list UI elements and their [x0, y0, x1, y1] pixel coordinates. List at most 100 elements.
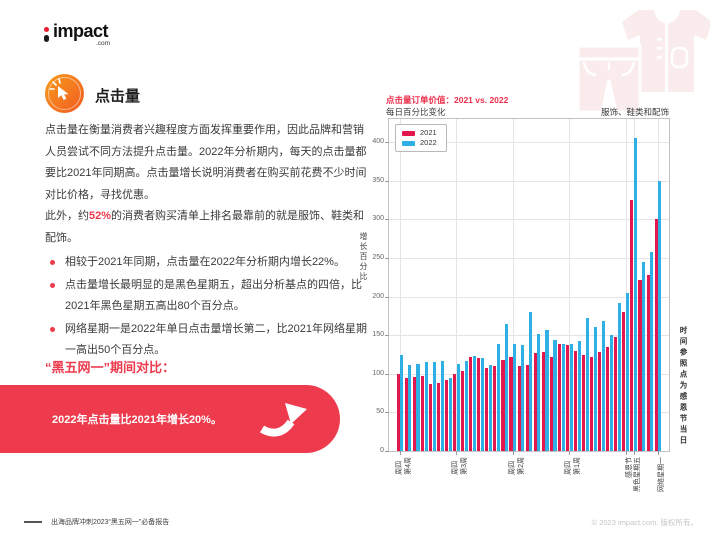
- bar-2021: [428, 383, 432, 451]
- legend-label: 2021: [420, 128, 437, 137]
- intro-paragraph-1: 点击量在衡量消费者兴趣程度方面发挥重要作用，因此品牌和营销人员尝试不同方法提升点…: [45, 124, 367, 201]
- comparison-heading: “黑五网一”期间对比：: [45, 360, 176, 375]
- bar-2021: [654, 219, 658, 451]
- x-gridline: [456, 119, 458, 451]
- bullet-dot-icon: [50, 283, 55, 288]
- bar-2022: [505, 323, 509, 451]
- bar-2022: [650, 251, 654, 451]
- legend-swatch: [402, 140, 415, 146]
- x-tick-mark: [569, 451, 571, 455]
- y-gridline: [389, 219, 669, 221]
- bar-2021: [501, 359, 505, 451]
- bar-2022: [456, 363, 460, 451]
- clothes-icon: [576, 10, 710, 114]
- logo-dots-icon: [44, 27, 49, 42]
- bar-2021: [404, 377, 408, 451]
- bar-2021: [453, 373, 457, 451]
- bar-2022: [601, 321, 605, 451]
- bar-2021: [606, 346, 610, 451]
- legend-entry: 2021: [402, 128, 437, 138]
- x-gridline: [400, 119, 402, 451]
- y-tick-label: 0: [380, 447, 384, 454]
- y-gridline: [389, 373, 669, 375]
- x-tick-label: 周四 第3周: [452, 457, 469, 475]
- bar-2022: [448, 377, 452, 451]
- bar-2022: [634, 138, 638, 451]
- y-tick-label: 350: [372, 176, 384, 184]
- x-tick-mark: [625, 451, 627, 455]
- x-gridline: [569, 119, 571, 451]
- chart-category-label: 服饰、鞋类和配饰: [600, 107, 669, 117]
- impact-logo: impact .com: [44, 21, 110, 47]
- bar-2022: [416, 363, 420, 451]
- x-tick-label: 周四 第1周: [565, 457, 582, 475]
- bar-2022: [488, 364, 493, 451]
- clicks-chart: 点击量订单价值：2021 vs. 2022 每日百分比变化 服饰、鞋类和配饰 增…: [356, 94, 704, 524]
- bar-2021: [549, 356, 553, 451]
- y-gridline: [389, 335, 669, 337]
- bar-2021: [469, 356, 473, 451]
- bar-2021: [598, 352, 602, 451]
- y-tick-label: 200: [372, 292, 384, 300]
- chart-right-caption: 时间参照点为感恩节当日: [679, 326, 688, 447]
- bar-2022: [626, 292, 630, 451]
- x-tick-label: 周四 第2周: [508, 457, 525, 475]
- legend-entry: 2022: [402, 138, 437, 148]
- bullet-item: 点击量增长最明显的是黑色星期五，超出分析基点的四倍，比2021年黑色星期五高出8…: [49, 275, 369, 317]
- y-tick-label: 300: [372, 215, 384, 223]
- y-tick-mark: [385, 412, 389, 414]
- bar-2022: [658, 180, 662, 451]
- y-gridline: [389, 180, 669, 182]
- bar-2021: [412, 376, 416, 451]
- bar-2021: [436, 383, 441, 451]
- bar-2021: [565, 345, 569, 451]
- bar-2021: [541, 352, 545, 451]
- bar-2022: [537, 333, 541, 451]
- footer-copyright: © 2023 impact.com. 版权所有。: [591, 518, 698, 527]
- bar-2022: [553, 339, 557, 451]
- y-gridline: [389, 412, 669, 414]
- x-tick-mark: [456, 451, 458, 455]
- cursor-click-icon: [45, 74, 84, 113]
- bar-2022: [513, 343, 517, 451]
- bar-2022: [569, 343, 573, 451]
- y-axis-label: 增长百分比: [359, 232, 368, 282]
- bar-2021: [630, 200, 634, 451]
- bar-2021: [622, 312, 626, 451]
- bar-2022: [529, 312, 533, 451]
- bar-2021: [573, 350, 578, 451]
- bar-2021: [509, 356, 513, 451]
- footer-report-title: 出海品牌冲刺2023“黑五网一”必备报告: [51, 519, 170, 526]
- clothing-watermark: [572, 0, 710, 117]
- logo-text: impact: [53, 21, 109, 41]
- y-tick-label: 100: [372, 369, 384, 377]
- bar-2022: [480, 357, 485, 451]
- y-tick-mark: [385, 142, 389, 144]
- bullet-dot-icon: [50, 260, 55, 265]
- y-tick-mark: [385, 180, 389, 182]
- bar-2021: [396, 373, 400, 451]
- x-tick-label: 周四 第4周: [396, 457, 413, 475]
- y-gridline: [389, 296, 669, 298]
- bar-2021: [517, 366, 521, 451]
- bar-2021: [582, 354, 586, 451]
- bar-2021: [590, 356, 594, 451]
- y-tick-label: 50: [376, 408, 384, 416]
- bullet-item: 相较于2021年同期，点击量在2022年分析期内增长22%。: [49, 252, 369, 273]
- banner-text: 2022年点击量比2021年增长20%。: [52, 414, 222, 426]
- y-tick-mark: [385, 373, 389, 375]
- bar-2021: [461, 371, 465, 451]
- bar-2021: [638, 279, 642, 451]
- bar-2022: [561, 343, 565, 451]
- bar-2022: [400, 354, 404, 451]
- chart-subtitle: 每日百分比变化: [386, 107, 446, 117]
- bar-2022: [424, 362, 428, 451]
- chart-title: 点击量订单价值：2021 vs. 2022: [386, 95, 509, 105]
- x-tick-mark: [657, 451, 659, 455]
- x-tick-mark: [512, 451, 514, 455]
- bar-2021: [444, 379, 449, 451]
- bar-2021: [557, 344, 561, 451]
- bar-2021: [646, 274, 650, 451]
- bar-2022: [521, 345, 525, 451]
- y-tick-label: 150: [372, 331, 384, 339]
